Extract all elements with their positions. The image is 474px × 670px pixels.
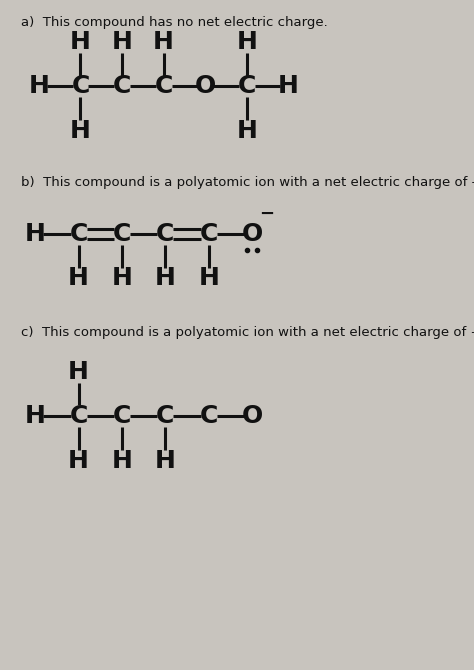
Text: a)  This compound has no net electric charge.: a) This compound has no net electric cha… (21, 16, 328, 29)
Text: C: C (156, 222, 174, 246)
Text: C: C (155, 74, 173, 98)
Text: C: C (200, 404, 218, 428)
Text: c)  This compound is a polyatomic ion with a net electric charge of +1.: c) This compound is a polyatomic ion wit… (21, 326, 474, 339)
Text: H: H (70, 119, 91, 143)
Text: H: H (68, 360, 89, 384)
Text: H: H (25, 404, 46, 428)
Text: H: H (236, 30, 257, 54)
Text: H: H (111, 267, 132, 290)
Text: b)  This compound is a polyatomic ion with a net electric charge of -1.: b) This compound is a polyatomic ion wit… (21, 176, 474, 189)
Text: H: H (111, 30, 132, 54)
Text: C: C (71, 74, 90, 98)
Text: O: O (242, 404, 263, 428)
Text: H: H (70, 30, 91, 54)
Text: H: H (198, 267, 219, 290)
Text: H: H (153, 30, 174, 54)
Text: H: H (236, 119, 257, 143)
Text: H: H (68, 267, 89, 290)
Text: H: H (155, 267, 176, 290)
Text: C: C (113, 222, 131, 246)
Text: H: H (68, 448, 89, 472)
Text: H: H (155, 448, 176, 472)
Text: O: O (194, 74, 216, 98)
Text: C: C (200, 222, 218, 246)
Text: −: − (259, 204, 274, 222)
Text: C: C (156, 404, 174, 428)
Text: H: H (25, 222, 46, 246)
Text: H: H (111, 448, 132, 472)
Text: O: O (242, 222, 263, 246)
Text: C: C (70, 222, 88, 246)
Text: H: H (28, 74, 49, 98)
Text: C: C (70, 404, 88, 428)
Text: C: C (237, 74, 256, 98)
Text: C: C (113, 404, 131, 428)
Text: H: H (278, 74, 299, 98)
Text: C: C (113, 74, 131, 98)
